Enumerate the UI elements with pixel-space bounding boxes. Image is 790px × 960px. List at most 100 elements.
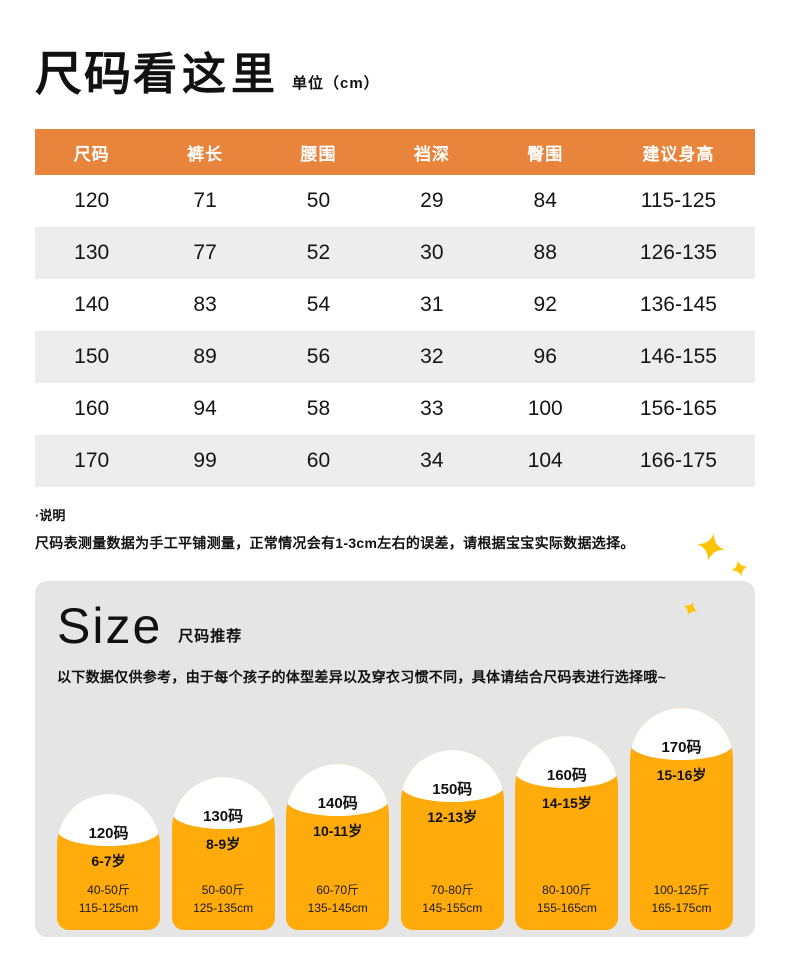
capsule-age-label: 15-16岁 bbox=[656, 767, 707, 783]
table-cell: 84 bbox=[533, 189, 557, 212]
size-table-header-row: 尺码 裤长 腰围 裆深 臀围 建议身高 bbox=[35, 129, 755, 175]
capsule-body: 10-11岁 60-70斤 135-145cm bbox=[286, 816, 389, 930]
capsule-weight-label: 70-80斤 bbox=[430, 882, 474, 897]
capsule-age-label: 10-11岁 bbox=[313, 823, 363, 839]
table-cell: 58 bbox=[306, 397, 331, 420]
capsule-stats: 40-50斤 115-125cm bbox=[79, 881, 138, 918]
table-cell: 92 bbox=[533, 293, 557, 316]
table-cell: 60 bbox=[306, 449, 331, 472]
col-header-size: 尺码 bbox=[73, 144, 110, 164]
table-cell: 140 bbox=[74, 293, 110, 316]
unit-label: 单位（cm） bbox=[292, 75, 380, 92]
capsule-body: 12-13岁 70-80斤 145-155cm bbox=[401, 802, 504, 930]
capsule-stats: 50-60斤 125-135cm bbox=[193, 881, 253, 918]
table-cell: 156-165 bbox=[639, 397, 717, 420]
table-cell: 115-125 bbox=[640, 189, 717, 212]
capsule-height-label: 115-125cm bbox=[78, 901, 139, 916]
capsule-stats: 60-70斤 135-145cm bbox=[308, 881, 368, 918]
capsule-weight-label: 50-60斤 bbox=[201, 882, 245, 897]
capsule-stats: 100-125斤 165-175cm bbox=[651, 881, 711, 918]
page-header: 尺码 看这里 单位（cm） bbox=[35, 0, 755, 97]
recommend-description: 以下数据仅供参考，由于每个孩子的体型差异以及穿衣习惯不同，具体请结合尺码表进行选… bbox=[57, 668, 667, 685]
size-table: 尺码 裤长 腰围 裆深 臀围 建议身高 120 71 50 29 84 115-… bbox=[35, 129, 755, 487]
capsule-age-label: 14-15岁 bbox=[541, 795, 592, 811]
capsule-weight-label: 80-100斤 bbox=[542, 882, 592, 897]
size-capsule-120: 120码 6-7岁 40-50斤 115-125cm bbox=[57, 794, 160, 930]
table-row-150: 150 89 56 32 96 146-155 bbox=[35, 331, 755, 383]
table-row-140: 140 83 54 31 92 136-145 bbox=[35, 279, 755, 331]
table-cell: 88 bbox=[533, 241, 557, 264]
capsule-body: 14-15岁 80-100斤 155-165cm bbox=[515, 788, 618, 930]
capsule-head: 170码 bbox=[629, 708, 733, 760]
table-row-160: 160 94 58 33 100 156-165 bbox=[35, 383, 755, 435]
page-title-rest: 看这里 bbox=[133, 50, 280, 99]
col-header-waist: 腰围 bbox=[300, 144, 337, 164]
size-capsule-150: 150码 12-13岁 70-80斤 145-155cm bbox=[400, 750, 504, 930]
capsule-age-label: 6-7岁 bbox=[91, 853, 126, 869]
table-cell: 120 bbox=[74, 189, 110, 212]
capsule-head: 160码 bbox=[515, 736, 619, 788]
table-cell: 96 bbox=[533, 345, 557, 368]
table-cell: 166-175 bbox=[639, 449, 717, 472]
capsule-size-label: 130码 bbox=[203, 808, 244, 825]
table-cell: 126-135 bbox=[639, 241, 717, 264]
size-recommend-section: Size 尺码推荐 以下数据仅供参考，由于每个孩子的体型差异以及穿衣习惯不同，具… bbox=[35, 581, 755, 937]
capsule-height-label: 155-165cm bbox=[536, 901, 597, 916]
table-cell: 170 bbox=[74, 449, 110, 472]
capsule-stats: 70-80斤 145-155cm bbox=[422, 881, 482, 918]
col-header-crotch-depth: 裆深 bbox=[413, 144, 450, 164]
table-row-130: 130 77 52 30 88 126-135 bbox=[35, 227, 755, 279]
capsule-weight-label: 100-125斤 bbox=[653, 882, 710, 897]
capsule-height-label: 145-155cm bbox=[422, 901, 483, 916]
table-cell: 56 bbox=[306, 345, 331, 368]
capsule-head: 130码 bbox=[171, 777, 275, 829]
table-cell: 31 bbox=[420, 293, 444, 316]
table-cell: 30 bbox=[420, 241, 444, 264]
page-title-bold: 尺码 bbox=[35, 47, 133, 100]
table-cell: 52 bbox=[306, 241, 331, 264]
recommend-header: Size 尺码推荐 bbox=[57, 601, 733, 650]
capsule-head: 150码 bbox=[400, 750, 504, 802]
capsule-head: 140码 bbox=[286, 764, 390, 816]
capsule-body: 8-9岁 50-60斤 125-135cm bbox=[172, 829, 275, 930]
capsule-head: 120码 bbox=[57, 794, 160, 846]
capsule-height-label: 135-145cm bbox=[307, 901, 368, 916]
table-cell: 130 bbox=[74, 241, 110, 264]
capsule-height-label: 125-135cm bbox=[193, 901, 254, 916]
capsule-height-label: 165-175cm bbox=[651, 901, 712, 916]
table-cell: 160 bbox=[74, 397, 110, 420]
table-cell: 50 bbox=[306, 189, 331, 212]
table-cell: 146-155 bbox=[639, 345, 717, 368]
capsule-size-label: 120码 bbox=[88, 825, 129, 842]
table-cell: 34 bbox=[420, 449, 444, 472]
table-cell: 99 bbox=[193, 449, 217, 472]
capsule-size-label: 150码 bbox=[432, 781, 473, 798]
size-capsule-160: 160码 14-15岁 80-100斤 155-165cm bbox=[515, 736, 619, 930]
note-text: 尺码表测量数据为手工平铺测量，正常情况会有1-3cm左右的误差，请根据宝宝实际数… bbox=[35, 535, 635, 551]
table-cell: 104 bbox=[527, 449, 563, 472]
capsule-weight-label: 60-70斤 bbox=[316, 882, 360, 897]
table-cell: 150 bbox=[74, 345, 110, 368]
capsule-age-label: 8-9岁 bbox=[205, 836, 241, 852]
table-cell: 136-145 bbox=[639, 293, 717, 316]
capsule-size-label: 140码 bbox=[317, 795, 358, 812]
table-cell: 100 bbox=[527, 397, 563, 420]
table-row-170: 170 99 60 34 104 166-175 bbox=[35, 435, 755, 487]
size-capsule-140: 140码 10-11岁 60-70斤 135-145cm bbox=[286, 764, 390, 930]
table-cell: 29 bbox=[420, 189, 444, 212]
capsule-weight-label: 40-50斤 bbox=[87, 882, 130, 897]
capsule-body: 6-7岁 40-50斤 115-125cm bbox=[57, 846, 160, 930]
recommend-subtitle: 尺码推荐 bbox=[178, 627, 243, 645]
table-row-120: 120 71 50 29 84 115-125 bbox=[35, 175, 755, 227]
table-cell: 77 bbox=[193, 241, 217, 264]
table-cell: 94 bbox=[193, 397, 217, 420]
size-capsule-130: 130码 8-9岁 50-60斤 125-135cm bbox=[171, 777, 275, 930]
note-label: ·说明 bbox=[35, 508, 66, 523]
table-cell: 54 bbox=[306, 293, 331, 316]
capsule-size-label: 170码 bbox=[661, 739, 702, 756]
capsule-body: 15-16岁 100-125斤 165-175cm bbox=[630, 760, 733, 930]
capsule-size-label: 160码 bbox=[546, 767, 587, 784]
table-cell: 89 bbox=[193, 345, 217, 368]
measurement-note: ·说明 尺码表测量数据为手工平铺测量，正常情况会有1-3cm左右的误差，请根据宝… bbox=[35, 505, 755, 553]
